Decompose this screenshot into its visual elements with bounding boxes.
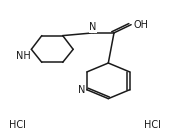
- Text: HCl: HCl: [144, 120, 160, 130]
- Text: NH: NH: [16, 51, 30, 61]
- Text: HCl: HCl: [9, 120, 25, 130]
- Text: N: N: [89, 22, 97, 32]
- Text: OH: OH: [133, 20, 148, 30]
- Text: N: N: [78, 85, 85, 95]
